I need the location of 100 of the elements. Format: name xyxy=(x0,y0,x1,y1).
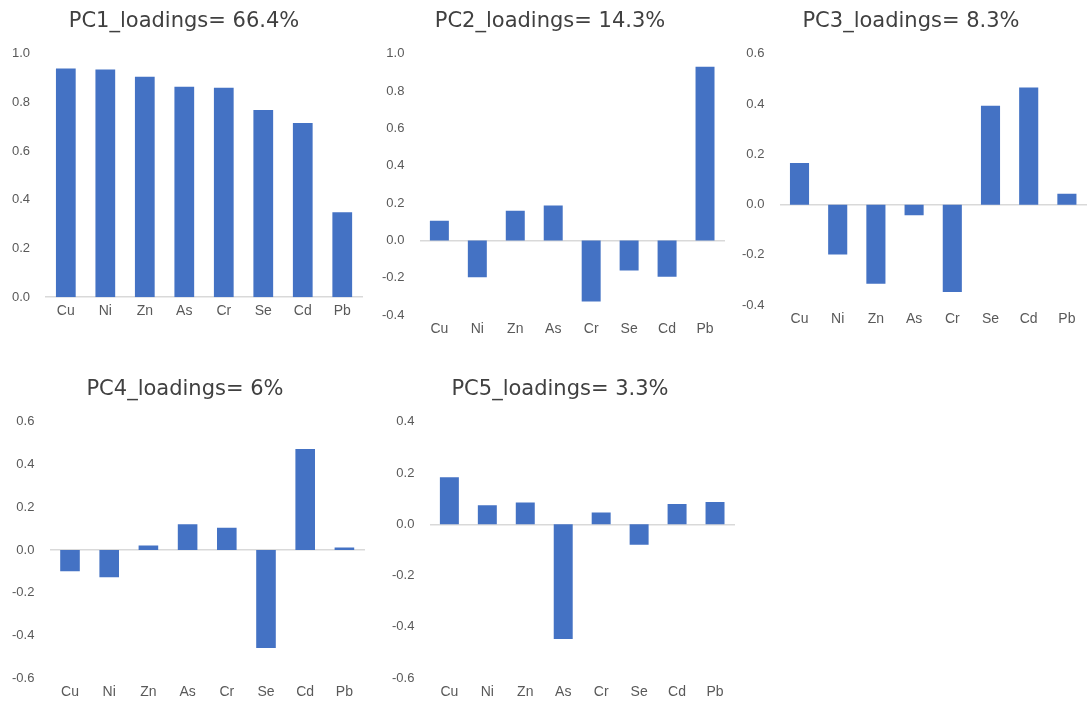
bar xyxy=(213,87,234,298)
x-tick-label: As xyxy=(555,683,572,700)
x-tick-label: Pb xyxy=(696,320,714,337)
bar xyxy=(477,505,497,525)
bar xyxy=(705,502,725,525)
x-tick-label: Cu xyxy=(790,310,809,327)
y-tick-label: 0.6 xyxy=(11,142,31,158)
x-tick-label: As xyxy=(176,302,193,319)
bar xyxy=(505,210,525,241)
y-tick-label: -0.2 xyxy=(11,584,35,600)
x-tick-label: Cd xyxy=(296,683,315,700)
bar xyxy=(866,204,886,284)
bar xyxy=(629,524,649,545)
x-tick-label: Zn xyxy=(136,302,153,319)
y-tick-label: 0.2 xyxy=(11,240,31,256)
bar xyxy=(904,204,924,216)
bar xyxy=(174,86,195,298)
bar xyxy=(334,547,355,550)
y-tick-label: 0.2 xyxy=(16,498,35,514)
bar xyxy=(95,69,116,298)
bar xyxy=(543,205,563,241)
bar xyxy=(942,204,962,292)
x-tick-label: Se xyxy=(620,320,638,337)
bar xyxy=(695,66,715,241)
x-tick-label: Zn xyxy=(867,310,885,327)
x-tick-label: Pb xyxy=(335,683,354,700)
bar xyxy=(619,240,639,271)
x-tick-label: Ni xyxy=(480,683,494,700)
x-tick-label: Pb xyxy=(1058,310,1076,327)
x-tick-label: Se xyxy=(630,683,648,700)
bar xyxy=(177,524,198,550)
y-tick-label: -0.2 xyxy=(741,246,765,262)
y-tick-label: -0.4 xyxy=(11,627,35,643)
x-tick-label: Zn xyxy=(140,683,157,700)
bar xyxy=(581,240,601,302)
y-tick-label: 0.2 xyxy=(746,145,765,161)
bar xyxy=(667,504,687,525)
bar xyxy=(980,105,1001,205)
x-tick-label: Zn xyxy=(507,320,524,337)
y-tick-label: 0.6 xyxy=(746,45,765,61)
bar xyxy=(332,212,353,298)
chart-title: PC1_loadings= 66.4% xyxy=(67,8,301,32)
bar xyxy=(55,68,76,298)
bar xyxy=(295,448,315,550)
y-tick-label: -0.4 xyxy=(381,306,405,322)
bar xyxy=(1057,193,1077,205)
bar xyxy=(828,204,848,255)
y-tick-label: 0.2 xyxy=(386,194,405,210)
x-tick-label: Cr xyxy=(219,683,235,700)
y-tick-label: 0.2 xyxy=(396,464,415,480)
x-tick-label: Ni xyxy=(98,302,112,319)
x-tick-label: Se xyxy=(981,310,1000,327)
x-tick-label: Cr xyxy=(944,310,961,327)
bar xyxy=(467,240,487,278)
y-tick-label: 0.6 xyxy=(16,413,35,429)
bar xyxy=(439,477,459,525)
y-tick-label: 1.0 xyxy=(11,45,31,61)
bar xyxy=(591,512,611,525)
y-tick-label: 0.4 xyxy=(746,95,765,111)
x-tick-label: Cu xyxy=(430,320,449,337)
x-tick-label: Se xyxy=(257,683,275,700)
bar xyxy=(553,524,573,639)
y-tick-label: -0.6 xyxy=(391,669,415,685)
x-tick-label: Cu xyxy=(440,683,459,700)
x-tick-label: Cd xyxy=(1019,310,1038,327)
y-tick-label: 1.0 xyxy=(386,45,405,61)
y-tick-label: -0.2 xyxy=(391,567,415,583)
x-tick-label: Cu xyxy=(56,302,75,319)
x-tick-label: As xyxy=(179,683,196,700)
bar xyxy=(657,240,677,277)
x-tick-label: Ni xyxy=(831,310,845,327)
bar xyxy=(256,550,276,649)
chart-title: PC3_loadings= 8.3% xyxy=(801,8,1021,32)
bar xyxy=(99,550,119,578)
x-tick-label: Pb xyxy=(333,302,352,319)
y-tick-label: 0.0 xyxy=(11,288,31,304)
bar xyxy=(60,550,80,572)
x-tick-label: Cd xyxy=(293,302,312,319)
x-tick-label: As xyxy=(905,310,923,327)
y-tick-label: -0.6 xyxy=(11,669,35,685)
chart-title: PC4_loadings= 6% xyxy=(85,376,285,400)
y-tick-label: 0.0 xyxy=(746,196,765,212)
y-tick-label: 0.4 xyxy=(16,456,35,472)
x-tick-label: Zn xyxy=(517,683,534,700)
bar xyxy=(515,502,535,525)
x-tick-label: Pb xyxy=(706,683,724,700)
bar xyxy=(789,162,810,205)
y-tick-label: 0.0 xyxy=(16,541,35,557)
x-tick-label: Ni xyxy=(470,320,484,337)
y-tick-label: 0.0 xyxy=(386,232,405,248)
chart-title: PC5_loadings= 3.3% xyxy=(450,376,670,400)
x-tick-label: Cu xyxy=(61,683,79,700)
y-tick-label: 0.8 xyxy=(11,94,31,110)
chart-title: PC2_loadings= 14.3% xyxy=(433,8,667,32)
y-tick-label: 0.8 xyxy=(386,82,405,98)
bar xyxy=(217,527,237,550)
y-tick-label: -0.4 xyxy=(741,296,765,312)
bar xyxy=(253,110,274,298)
x-tick-label: Se xyxy=(254,302,273,319)
x-tick-label: Cr xyxy=(583,320,599,337)
